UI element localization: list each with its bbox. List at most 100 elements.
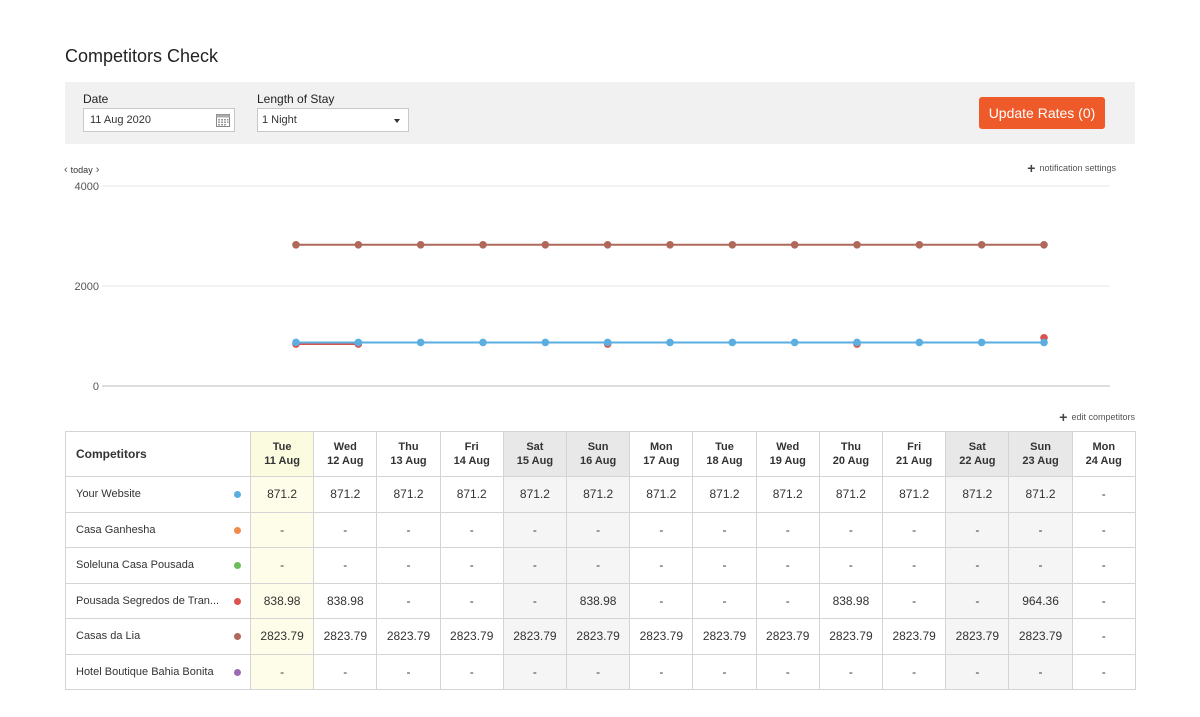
competitor-label: Hotel Boutique Bahia Bonita [76, 665, 214, 678]
table-row: Pousada Segredos de Tran... 838.98 838.98-… [65, 582, 1136, 619]
rate-cell: - [1008, 547, 1073, 584]
rate-cell: - [755, 511, 820, 548]
data-point[interactable] [354, 241, 363, 249]
edit-competitors-link[interactable]: + edit competitors [1059, 409, 1135, 425]
y-tick-label: 4000 [75, 181, 99, 193]
data-point[interactable] [977, 338, 986, 347]
data-point[interactable] [479, 241, 487, 249]
rate-cell: 2823.79 [1008, 618, 1073, 655]
update-rates-button[interactable]: Update Rates (0) [979, 97, 1105, 129]
rate-cell: 871.2 [566, 476, 631, 513]
date-column-header: Tue 11 Aug [249, 431, 315, 477]
rate-cell: - [629, 547, 694, 584]
today-link[interactable]: today [70, 165, 93, 175]
data-point[interactable] [728, 338, 737, 347]
rate-cell: 838.98 [249, 582, 315, 619]
data-point[interactable] [790, 338, 799, 347]
data-point[interactable] [977, 241, 986, 249]
plus-icon: + [1027, 160, 1036, 176]
data-point[interactable] [1040, 241, 1048, 249]
rate-cell: - [755, 582, 820, 619]
rate-cell: 2823.79 [692, 618, 757, 655]
data-point[interactable] [541, 338, 550, 347]
data-point[interactable] [292, 241, 300, 249]
rate-cell: - [1071, 511, 1136, 548]
data-point[interactable] [666, 338, 674, 347]
rate-cell: - [629, 582, 694, 619]
legend-dot-icon [234, 491, 241, 498]
notification-settings-link[interactable]: + notification settings [1027, 160, 1116, 176]
date-label: 23 Aug [1022, 455, 1059, 467]
rate-cell: - [249, 511, 315, 548]
legend-dot-icon [234, 668, 241, 676]
rate-cell: - [882, 653, 947, 690]
rate-cell: - [818, 511, 884, 548]
weekday-label: Fri [907, 441, 922, 453]
rate-cell: 2823.79 [376, 618, 441, 655]
data-point[interactable] [479, 338, 487, 347]
chevron-left-icon[interactable]: ‹ [64, 164, 68, 176]
data-point[interactable] [416, 338, 425, 347]
rate-cell: 838.98 [566, 582, 631, 619]
data-point[interactable] [728, 241, 737, 249]
table-row: Soleluna Casa Pousada - - - - - - - - - - - - - - [65, 547, 1136, 584]
rate-cell: 871.2 [439, 476, 504, 513]
weekday-label: Fri [464, 441, 479, 453]
table-row: Your Website 871.2 871.2 871.2 871.2 871.2 871… [65, 476, 1136, 513]
rate-cell: - [945, 511, 1010, 548]
competitor-name: Pousada Segredos de Tran... [65, 582, 251, 619]
rate-cell: 871.2 [1008, 476, 1073, 513]
rate-cell: 871.2 [945, 476, 1010, 513]
rate-cell: 871.2 [692, 476, 757, 513]
rate-cell: - [313, 511, 378, 548]
data-point[interactable] [603, 338, 612, 347]
table-row: Hotel Boutique Bahia Bonita - - - - - - - - - - - - -… [65, 653, 1136, 690]
chevron-right-icon[interactable]: › [95, 164, 100, 176]
data-point[interactable] [915, 241, 924, 249]
data-point[interactable] [603, 241, 612, 249]
weekday-label: Mon [1092, 441, 1116, 453]
data-point[interactable] [541, 241, 550, 249]
rate-cell: - [1008, 653, 1073, 690]
edit-competitors-label: edit competitors [1071, 412, 1135, 422]
rate-cell: 2823.79 [313, 618, 378, 655]
data-point[interactable] [354, 338, 363, 347]
date-column-header: Fri 21 Aug [882, 431, 947, 477]
data-point[interactable] [292, 338, 300, 347]
length-of-stay-value: 1 Night [262, 114, 297, 126]
rate-cell: 838.98 [313, 582, 378, 619]
rate-cell: - [1071, 618, 1136, 655]
competitor-label: Casas da Lia [76, 630, 141, 643]
date-column-header: Thu 13 Aug [376, 431, 441, 477]
data-point[interactable] [915, 338, 924, 347]
data-point[interactable] [666, 241, 674, 249]
date-label: 19 Aug [769, 455, 806, 467]
data-point[interactable] [416, 241, 425, 249]
weekday-label: Wed [333, 441, 357, 453]
competitor-name: Casas da Lia [65, 618, 251, 655]
data-point[interactable] [790, 241, 799, 249]
competitor-name: Casa Ganhesha [65, 511, 251, 548]
plus-icon: + [1059, 409, 1068, 425]
rate-cell: - [566, 547, 631, 584]
rate-cell: - [249, 547, 315, 584]
y-tick-label: 2000 [75, 281, 99, 293]
length-of-stay-select[interactable]: 1 Night [257, 108, 409, 132]
rate-cell: 2823.79 [882, 618, 947, 655]
weekday-label: Sat [968, 441, 986, 453]
weekday-label: Thu [840, 441, 862, 453]
date-label: 12 Aug [327, 455, 364, 467]
calendar-icon[interactable] [216, 113, 230, 127]
legend-dot-icon [234, 562, 241, 569]
date-label: 22 Aug [959, 455, 996, 467]
date-label: 16 Aug [579, 455, 617, 467]
notification-settings-label: notification settings [1039, 163, 1116, 173]
date-input[interactable] [83, 108, 235, 132]
table-row: Casa Ganhesha - - - - - - - - - - - - - - [65, 511, 1136, 548]
rate-cell: 871.2 [755, 476, 820, 513]
rate-cell: - [692, 582, 757, 619]
data-point[interactable] [853, 241, 861, 249]
rate-cell: - [502, 547, 568, 584]
data-point[interactable] [1040, 338, 1048, 347]
data-point[interactable] [853, 338, 861, 347]
